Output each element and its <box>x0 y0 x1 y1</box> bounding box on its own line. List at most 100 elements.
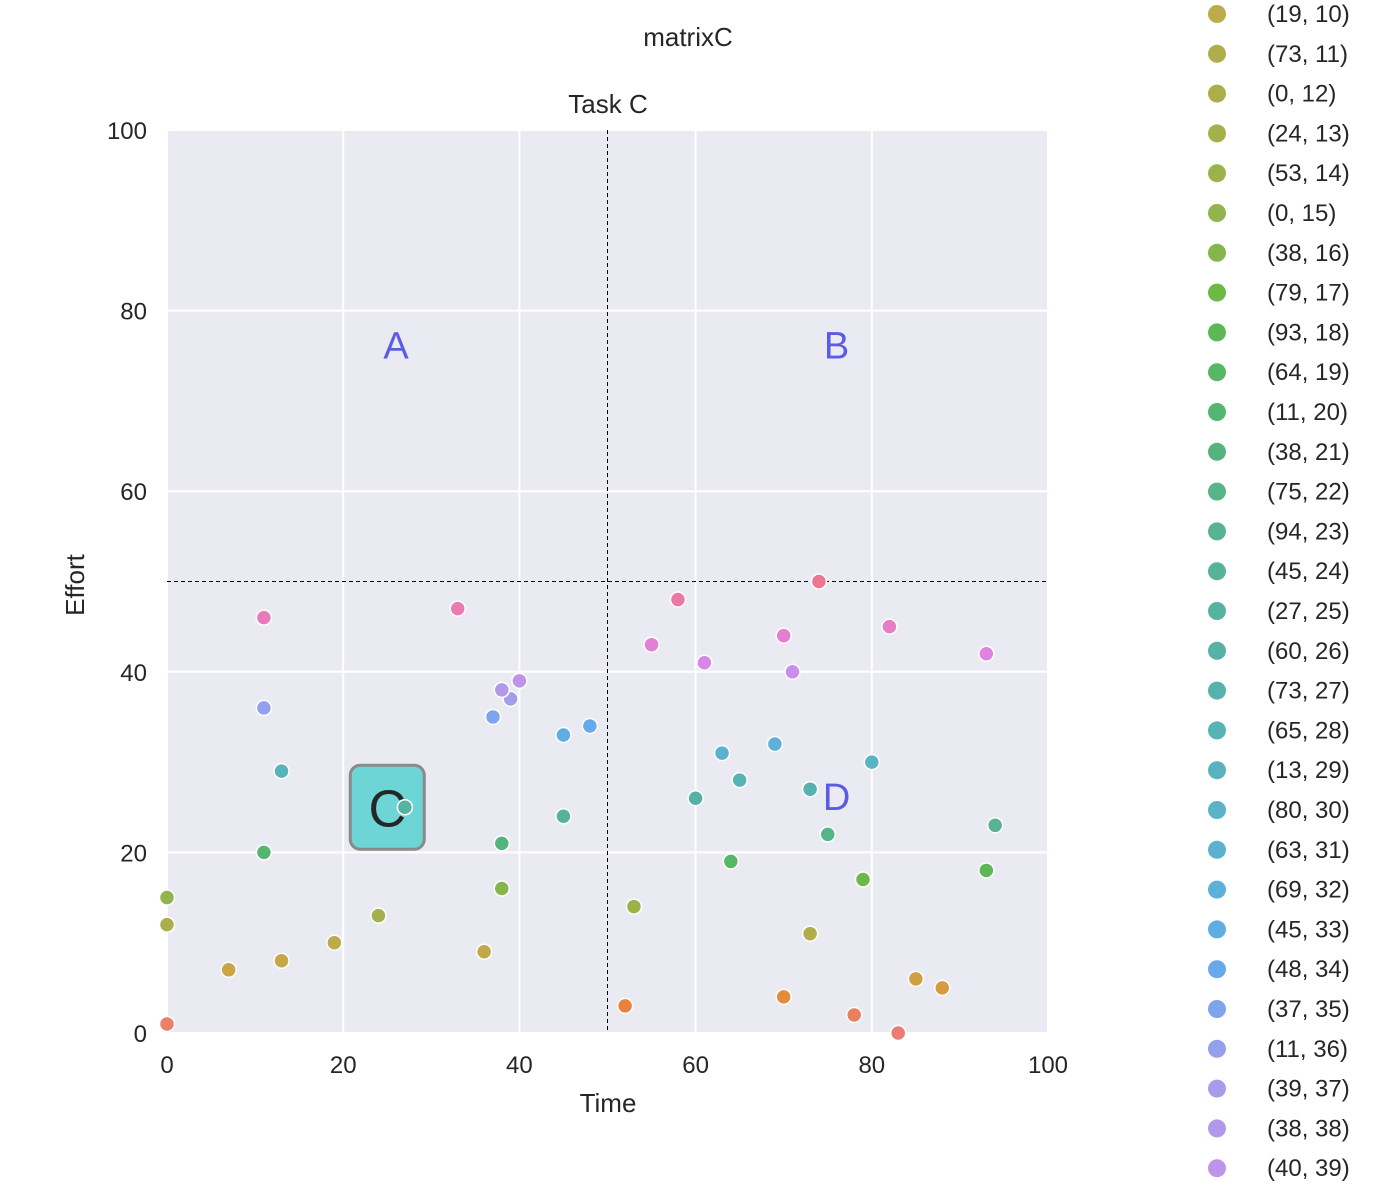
y-tick-label: 60 <box>120 479 147 506</box>
x-tick-label: 100 <box>1028 1052 1068 1079</box>
legend-entry: (53, 14) <box>1208 160 1350 187</box>
scatter-point <box>784 663 801 681</box>
scatter-point <box>889 1024 907 1042</box>
legend-entry: (73, 11) <box>1208 41 1348 68</box>
legend-marker <box>1208 164 1226 183</box>
legend-marker <box>1208 1159 1226 1178</box>
legend-label: (37, 35) <box>1267 996 1350 1023</box>
scatter-point <box>907 970 925 988</box>
y-axis-ticks: 0 20 40 60 80 100 <box>107 118 147 1048</box>
x-axis-label: Time <box>580 1088 637 1118</box>
legend-marker <box>1208 801 1226 819</box>
quadrant-c-box <box>348 763 426 851</box>
legend-label: (39, 37) <box>1267 1076 1350 1103</box>
legend-marker <box>1208 84 1226 103</box>
plot-title: Task C <box>568 89 647 119</box>
legend-entry: (64, 19) <box>1208 359 1350 386</box>
scatter-point <box>484 708 502 726</box>
legend-entry: (73, 27) <box>1208 678 1350 705</box>
legend-entry: (38, 21) <box>1208 439 1350 466</box>
legend-entry: (63, 31) <box>1208 837 1350 864</box>
legend-label: (64, 19) <box>1267 359 1350 386</box>
legend-marker <box>1208 920 1226 939</box>
y-tick-label: 80 <box>120 299 147 326</box>
scatter-point <box>493 835 511 852</box>
x-tick-label: 0 <box>160 1052 173 1079</box>
scatter-point <box>934 979 951 997</box>
legend-entry: (11, 20) <box>1208 399 1348 426</box>
scatter-point <box>255 699 273 717</box>
scatter-point <box>220 961 237 979</box>
legend-marker <box>1208 1000 1226 1018</box>
legend-marker <box>1208 721 1226 740</box>
legend-marker <box>1208 602 1226 620</box>
scatter-point <box>801 780 819 798</box>
scatter-point <box>255 844 273 861</box>
scatter-point <box>493 880 511 897</box>
legend-marker <box>1208 5 1226 23</box>
legend-label: (38, 38) <box>1267 1115 1350 1142</box>
legend-entry: (48, 34) <box>1208 956 1350 983</box>
scatter-point <box>713 744 731 762</box>
legend-entry: (69, 32) <box>1208 877 1350 904</box>
scatter-point <box>555 808 572 825</box>
scatter-point <box>273 952 290 970</box>
legend-marker <box>1208 761 1226 780</box>
legend: (19, 10) (73, 11) (0, 12) (24, 13) (53, 14) (… <box>1208 1 1350 1182</box>
legend-marker <box>1208 562 1226 581</box>
legend-label: (19, 10) <box>1267 1 1350 28</box>
legend-entry: (79, 17) <box>1208 280 1350 307</box>
scatter-point <box>493 681 511 699</box>
scatter-point <box>616 997 634 1015</box>
legend-entry: (75, 22) <box>1208 479 1350 506</box>
legend-label: (27, 25) <box>1267 598 1350 625</box>
legend-label: (45, 24) <box>1267 558 1350 585</box>
legend-marker <box>1208 482 1226 501</box>
quadrant-label: A <box>383 326 409 368</box>
legend-entry: (45, 33) <box>1208 916 1350 943</box>
legend-label: (45, 33) <box>1267 916 1350 943</box>
legend-marker <box>1208 681 1226 700</box>
legend-entry: (93, 18) <box>1208 319 1350 346</box>
legend-marker <box>1208 403 1226 421</box>
scatter-point <box>581 717 599 735</box>
scatter-point <box>449 600 466 617</box>
legend-label: (60, 26) <box>1267 638 1350 665</box>
y-axis-label: Effort <box>60 553 90 615</box>
scatter-point <box>854 871 872 888</box>
legend-marker <box>1208 363 1226 382</box>
legend-entry: (38, 16) <box>1208 240 1350 267</box>
scatter-point <box>696 654 713 672</box>
legend-entry: (39, 37) <box>1208 1076 1350 1103</box>
legend-entry: (94, 23) <box>1208 518 1350 545</box>
legend-entry: (65, 28) <box>1208 717 1350 744</box>
scatter-point <box>255 609 273 626</box>
scatter-point <box>819 826 836 843</box>
scatter-point <box>863 753 881 771</box>
legend-label: (63, 31) <box>1267 837 1350 864</box>
x-tick-label: 60 <box>682 1052 709 1079</box>
scatter-point <box>555 726 572 744</box>
legend-marker <box>1208 1119 1226 1138</box>
legend-label: (11, 20) <box>1267 399 1348 426</box>
legend-label: (38, 16) <box>1267 240 1350 267</box>
scatter-point <box>775 988 792 1006</box>
scatter-point <box>881 618 898 635</box>
legend-label: (13, 29) <box>1267 757 1350 784</box>
legend-marker <box>1208 641 1226 660</box>
scatter-point <box>643 636 660 653</box>
legend-marker <box>1208 1079 1226 1098</box>
scatter-point <box>978 862 995 879</box>
scatter-point <box>475 943 493 960</box>
legend-label: (11, 36) <box>1267 1036 1348 1063</box>
legend-entry: (0, 15) <box>1208 200 1336 227</box>
legend-entry: (38, 38) <box>1208 1115 1350 1142</box>
scatter-point <box>978 645 995 662</box>
data-points <box>158 573 1004 1042</box>
scatter-point <box>845 1006 863 1024</box>
x-tick-label: 80 <box>858 1052 885 1079</box>
legend-entry: (60, 26) <box>1208 638 1350 665</box>
plot-area: A BDC <box>158 129 1049 1042</box>
legend-label: (93, 18) <box>1267 319 1350 346</box>
scatter-point <box>722 853 740 870</box>
